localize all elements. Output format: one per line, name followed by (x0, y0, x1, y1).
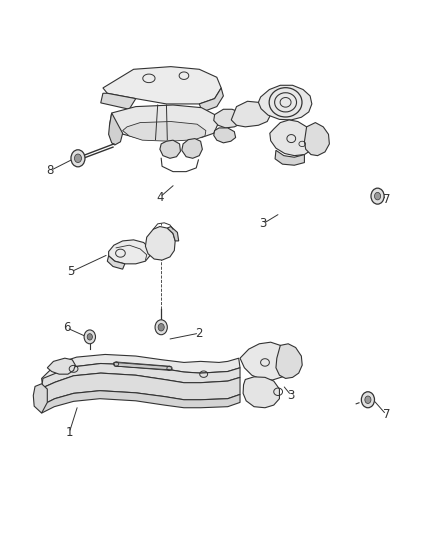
Text: 7: 7 (382, 193, 390, 206)
Circle shape (371, 188, 384, 204)
Polygon shape (240, 342, 291, 380)
Polygon shape (214, 128, 236, 143)
Text: 1: 1 (65, 426, 73, 439)
Polygon shape (107, 256, 125, 269)
Text: 2: 2 (195, 327, 203, 340)
Polygon shape (231, 101, 271, 127)
Polygon shape (42, 354, 240, 388)
Circle shape (374, 192, 381, 200)
Polygon shape (145, 227, 175, 260)
Polygon shape (199, 88, 223, 112)
Polygon shape (123, 122, 206, 141)
Circle shape (361, 392, 374, 408)
Circle shape (84, 330, 95, 344)
Polygon shape (270, 120, 314, 156)
Polygon shape (258, 85, 312, 120)
Text: 8: 8 (47, 164, 54, 177)
Text: 5: 5 (67, 265, 74, 278)
Circle shape (87, 334, 92, 340)
Text: 4: 4 (156, 191, 164, 204)
Polygon shape (47, 358, 75, 374)
Text: 7: 7 (382, 408, 390, 421)
Text: 3: 3 (288, 389, 295, 402)
Polygon shape (103, 67, 221, 104)
Text: 6: 6 (63, 321, 71, 334)
Text: 3: 3 (259, 217, 266, 230)
Polygon shape (214, 109, 243, 128)
Polygon shape (109, 240, 150, 264)
Polygon shape (110, 105, 218, 140)
Circle shape (158, 324, 164, 331)
Polygon shape (243, 377, 279, 408)
Polygon shape (42, 373, 240, 405)
Circle shape (71, 150, 85, 167)
Polygon shape (101, 93, 136, 109)
Polygon shape (42, 364, 240, 388)
Circle shape (365, 396, 371, 403)
Circle shape (155, 320, 167, 335)
Polygon shape (42, 391, 240, 413)
Circle shape (74, 154, 81, 163)
Polygon shape (114, 362, 172, 370)
Polygon shape (109, 113, 123, 145)
Polygon shape (167, 227, 179, 241)
Polygon shape (276, 344, 302, 378)
Polygon shape (160, 140, 180, 158)
Polygon shape (33, 384, 47, 413)
Polygon shape (275, 150, 304, 165)
Polygon shape (182, 139, 202, 158)
Polygon shape (304, 123, 329, 156)
